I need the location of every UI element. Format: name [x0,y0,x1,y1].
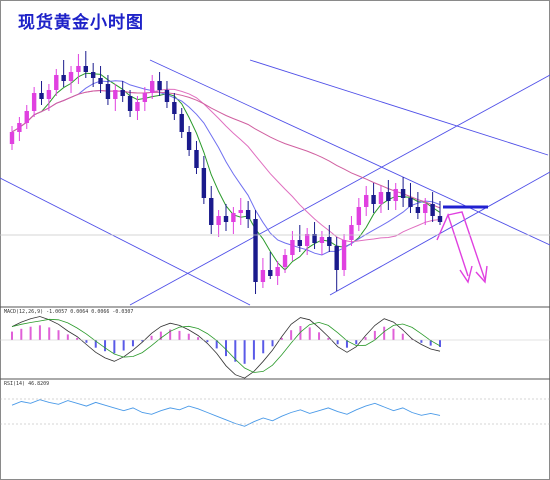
candle-body [356,207,362,225]
candle-body [341,240,347,270]
candle-body [31,93,37,111]
candle-body [76,66,81,72]
candle-body [172,102,177,114]
candle-body [290,240,295,255]
candle-body [415,207,421,213]
candle-body [364,195,369,207]
candle-body [297,240,302,246]
trend-line [129,74,550,306]
rsi-line [11,399,441,427]
candle-body [393,189,398,201]
candle-body [17,123,22,132]
candle-body [253,219,258,282]
price-pane [0,51,550,306]
candle-body [238,210,243,213]
candle-body [223,216,229,222]
candle-body [194,150,199,168]
candle-body [334,246,339,270]
candle-body [46,90,52,99]
candle-body [9,132,15,144]
candle-body [39,93,44,99]
candle-body [408,198,413,207]
candle-body [135,102,140,111]
candle-body [371,195,376,204]
chart-title: 现货黄金小时图 [18,13,144,33]
candle-body [24,111,29,123]
candle-body [186,132,192,150]
candle-body [90,72,96,78]
candle-body [378,192,384,204]
rsi-label: RSI(14) 46.8209 [4,381,50,387]
candle-body [68,72,74,81]
candle-body [105,84,111,99]
candle-body [54,75,59,90]
bearish-arrow [447,211,486,281]
moving-average-line [11,80,441,256]
candle-body [150,81,155,93]
candle-body [179,114,184,132]
arrow-head [475,265,488,284]
rsi-pane [11,399,441,427]
moving-average-line [11,89,441,209]
candle-body [386,192,391,201]
candle-body [201,168,207,198]
candle-body [319,237,325,243]
macd-line [11,316,441,379]
candle-body [430,204,435,216]
candle-body [61,75,66,81]
candle-body [349,225,354,240]
candle-body [275,267,280,276]
macd-label: MACD(12,26,9) -1.0057 0.0064 0.0066 -0.0… [4,309,134,315]
candle-body [282,255,288,267]
trend-line [149,59,550,246]
macd-pane [11,316,441,379]
candle-body [231,213,236,222]
candle-body [423,204,428,213]
candle-body [142,93,148,102]
macd-signal-line [11,318,441,373]
candle-body [127,96,133,111]
candle-body [268,270,273,276]
candle-body [245,210,251,219]
candle-body [120,90,125,96]
candle-body [216,216,221,225]
trend-line [0,177,251,306]
candle-body [113,90,118,99]
candle-body [327,237,332,246]
bearish-arrow [436,213,469,277]
candle-body [260,270,266,282]
candle-body [83,66,88,72]
candle-body [98,78,103,84]
candle-body [209,198,214,225]
candle-body [304,234,310,246]
candle-body [164,90,170,102]
candle-body [437,216,443,222]
arrow-head [459,265,473,284]
trend-line [249,59,549,156]
candle-body [157,81,162,90]
moving-average-line [11,72,441,271]
candle-body [312,234,317,243]
candle-body [400,189,406,198]
